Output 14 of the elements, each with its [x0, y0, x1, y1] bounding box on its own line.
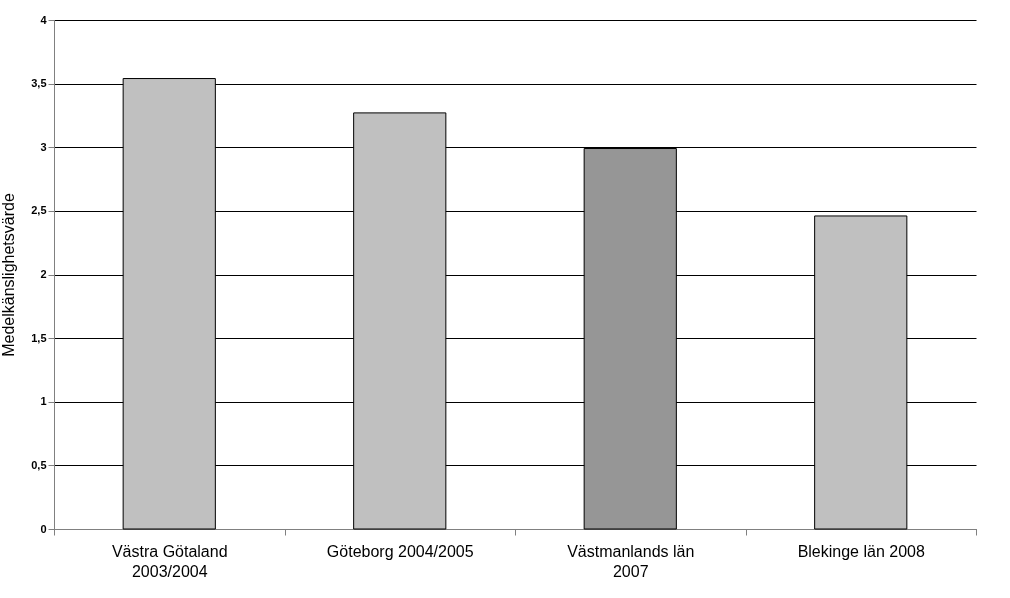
- y-tick-label: 3: [40, 140, 47, 153]
- x-tick-label: Göteborg 2004/2005: [326, 542, 474, 560]
- y-axis-title: Medelkänslighetsvärde: [0, 193, 18, 357]
- y-tick-label: 2,5: [31, 204, 47, 217]
- y-tick-label: 1: [40, 395, 47, 408]
- x-tick-label: Västmanlands län 2007: [567, 542, 695, 580]
- y-tick-label: 2: [40, 268, 47, 280]
- y-tick-label: 4: [40, 13, 48, 26]
- y-tick-label: 0: [40, 522, 47, 535]
- x-tick-label: Blekinge län 2008: [797, 542, 925, 560]
- y-tick-label: 1,5: [31, 331, 47, 344]
- y-tick-label: 0,5: [31, 458, 47, 471]
- y-tick-label: 3,5: [31, 77, 47, 90]
- x-tick-label: Västra Götaland 2003/2004: [111, 542, 228, 580]
